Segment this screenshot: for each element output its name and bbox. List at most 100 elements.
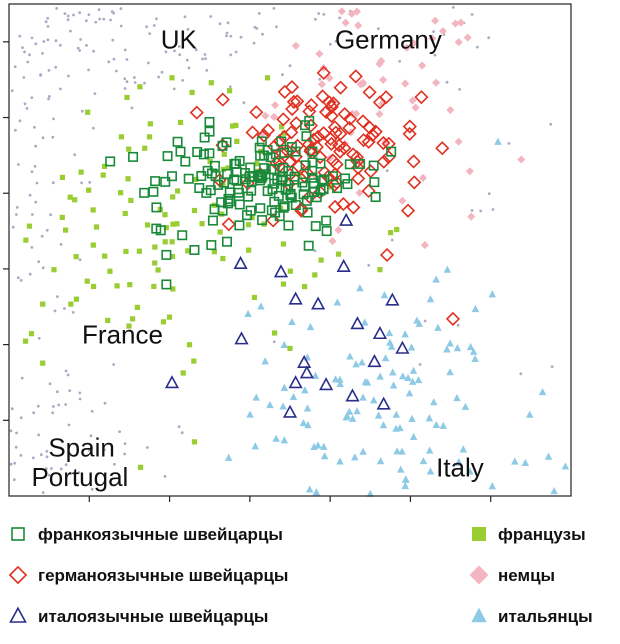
data-point — [550, 487, 558, 495]
background-point — [329, 42, 332, 46]
legend-marker — [11, 527, 25, 541]
data-point — [443, 265, 452, 273]
background-point — [261, 32, 264, 36]
data-point — [359, 447, 367, 455]
background-point — [19, 279, 23, 282]
background-point — [15, 431, 18, 435]
data-point — [323, 131, 338, 146]
data-point — [136, 248, 142, 254]
data-point — [259, 150, 270, 161]
data-point — [255, 203, 266, 214]
data-point — [315, 49, 324, 58]
background-point — [317, 12, 320, 15]
data-point — [207, 215, 218, 226]
background-point — [78, 391, 82, 395]
background-point — [226, 21, 230, 25]
data-point — [356, 133, 371, 148]
data-point — [252, 393, 261, 401]
background-point — [23, 50, 26, 54]
background-point — [73, 153, 77, 157]
data-point — [257, 215, 268, 226]
data-point — [419, 456, 428, 465]
data-point — [211, 249, 218, 255]
background-point — [33, 165, 37, 168]
background-point — [14, 128, 17, 132]
background-point — [44, 20, 48, 24]
background-point — [253, 25, 257, 29]
data-point — [431, 16, 440, 25]
legend-marker — [469, 565, 489, 585]
data-point — [78, 169, 84, 175]
data-point — [170, 221, 176, 227]
data-point — [126, 323, 132, 329]
data-point — [280, 436, 289, 444]
data-point — [160, 176, 171, 187]
data-point — [321, 215, 332, 226]
background-point — [47, 473, 51, 477]
data-point — [385, 329, 394, 337]
data-point — [269, 196, 280, 207]
background-point — [33, 125, 36, 129]
background-point — [56, 295, 59, 298]
data-point — [137, 464, 144, 470]
data-point — [456, 18, 465, 27]
data-point — [67, 194, 73, 200]
data-point — [261, 111, 270, 120]
data-point — [393, 447, 401, 455]
background-point — [445, 80, 449, 84]
data-point — [394, 226, 400, 233]
background-point — [209, 15, 213, 18]
data-point — [204, 116, 215, 127]
data-point — [270, 149, 281, 160]
background-point — [367, 264, 371, 267]
data-point — [271, 330, 278, 336]
data-point — [445, 311, 461, 326]
background-point — [26, 60, 30, 64]
data-point — [199, 132, 210, 143]
data-point — [406, 154, 421, 169]
data-point — [307, 165, 318, 176]
region-label: Germany — [335, 24, 442, 54]
background-point — [51, 181, 55, 185]
background-point — [59, 467, 63, 471]
legend-item: немцы — [469, 565, 555, 585]
background-point — [90, 409, 94, 413]
data-point — [361, 318, 369, 326]
background-point — [21, 46, 24, 49]
data-point — [326, 96, 341, 111]
data-point — [446, 339, 454, 347]
background-point — [47, 97, 50, 101]
data-point — [278, 124, 285, 130]
background-point — [194, 48, 198, 52]
background-point — [41, 491, 45, 494]
data-point — [198, 149, 209, 160]
background-point — [177, 425, 181, 429]
background-point — [45, 455, 49, 459]
background-point — [318, 77, 322, 81]
data-point — [261, 357, 269, 365]
data-point — [446, 368, 454, 376]
data-point — [269, 178, 280, 189]
data-point — [439, 421, 448, 429]
data-point — [494, 137, 502, 145]
data-point — [454, 38, 463, 47]
data-point — [319, 377, 334, 391]
data-point — [426, 467, 435, 475]
data-point — [347, 9, 356, 18]
data-point — [161, 249, 172, 260]
background-point — [18, 119, 22, 123]
data-point — [72, 197, 78, 203]
data-point — [392, 410, 401, 418]
background-point — [59, 87, 62, 91]
data-point — [166, 314, 173, 320]
data-point — [398, 447, 406, 455]
data-point — [435, 141, 450, 156]
data-point — [222, 168, 233, 179]
data-point — [85, 109, 91, 115]
data-point — [367, 354, 382, 368]
data-point — [233, 187, 244, 198]
data-point — [336, 457, 344, 465]
background-point — [123, 77, 127, 81]
data-point — [358, 358, 366, 366]
data-point — [225, 165, 231, 171]
